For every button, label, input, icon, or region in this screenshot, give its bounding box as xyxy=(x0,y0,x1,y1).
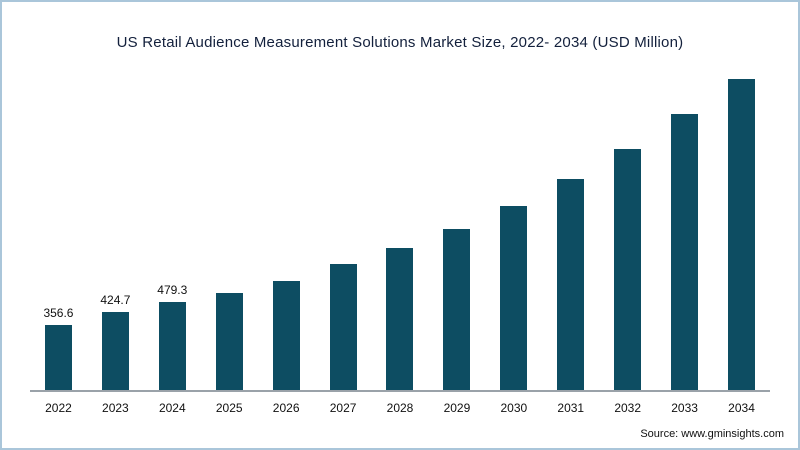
x-tick-label: 2028 xyxy=(386,401,414,415)
bar xyxy=(272,281,300,390)
bar-column xyxy=(315,60,372,390)
bar-column xyxy=(485,60,542,390)
bar-column: 424.7 xyxy=(87,60,144,390)
bar-column xyxy=(428,60,485,390)
bar xyxy=(500,206,528,390)
x-tick-label: 2034 xyxy=(728,401,755,415)
bar-value-label: 479.3 xyxy=(157,283,188,297)
bar xyxy=(614,149,642,390)
bar-column: 479.3 xyxy=(144,60,201,390)
bar-value-label: 424.7 xyxy=(100,293,131,307)
bar xyxy=(44,325,72,390)
x-axis-labels: 2022 2023 2024 2025 2026 2027 2028 2029 2030 2031… xyxy=(30,392,770,415)
x-tick-label: 2026 xyxy=(272,401,300,415)
chart-title: US Retail Audience Measurement Solutions… xyxy=(116,34,684,51)
x-tick-label: 2024 xyxy=(158,401,186,415)
source-credit: Source: www.gminsights.com xyxy=(640,428,784,440)
bar xyxy=(557,179,585,390)
bar-column xyxy=(201,60,258,390)
x-tick-label: 2023 xyxy=(102,401,129,415)
bar-column: 356.6 xyxy=(30,60,87,390)
x-tick-label: 2031 xyxy=(557,401,585,415)
bar xyxy=(329,264,357,390)
bar xyxy=(728,78,756,390)
bar-chart: 356.6 424.7 479.3 2022 2023 2024 2025 2026 2027… xyxy=(30,60,770,415)
bar-column xyxy=(599,60,656,390)
bar-column xyxy=(258,60,315,390)
bar-value-label: 356.6 xyxy=(43,306,74,320)
bar xyxy=(671,114,699,390)
bar-column xyxy=(713,60,770,390)
bar xyxy=(101,312,129,390)
x-tick-label: 2029 xyxy=(443,401,471,415)
bar-column xyxy=(542,60,599,390)
plot-area: 356.6 424.7 479.3 xyxy=(30,60,770,392)
x-tick-label: 2022 xyxy=(45,401,72,415)
bar xyxy=(215,293,243,390)
bar-column xyxy=(372,60,429,390)
bar xyxy=(443,229,471,390)
bar xyxy=(386,248,414,390)
x-tick-label: 2025 xyxy=(215,401,243,415)
bar xyxy=(158,302,186,390)
x-tick-label: 2030 xyxy=(500,401,528,415)
bar-column xyxy=(656,60,713,390)
x-tick-label: 2027 xyxy=(329,401,357,415)
x-tick-label: 2033 xyxy=(671,401,698,415)
x-tick-label: 2032 xyxy=(614,401,642,415)
